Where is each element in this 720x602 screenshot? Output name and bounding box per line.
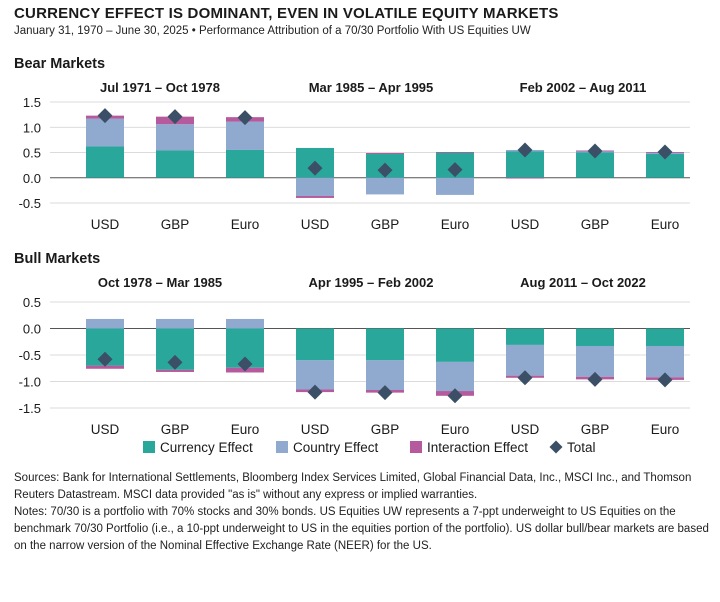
country-effect-bar <box>576 345 614 377</box>
legend-country-swatch <box>276 441 288 453</box>
y-tick-label: 1.5 <box>23 95 41 110</box>
country-effect-bar <box>156 318 194 329</box>
y-tick-label: -0.5 <box>19 196 41 211</box>
y-tick-label: 0.5 <box>23 295 41 310</box>
legend-total-swatch <box>549 440 563 454</box>
interaction-effect-bar <box>506 177 544 179</box>
category-label: GBP <box>581 422 610 437</box>
chart-title: CURRENCY EFFECT IS DOMINANT, EVEN IN VOL… <box>14 5 559 22</box>
category-label: USD <box>511 422 540 437</box>
y-tick-label: 0.5 <box>23 146 41 161</box>
total-marker <box>377 162 393 178</box>
currency-effect-bar <box>646 328 684 346</box>
period-label: Aug 2011 – Oct 2022 <box>520 275 646 290</box>
category-label: GBP <box>161 422 190 437</box>
legend-currency-swatch <box>143 441 155 453</box>
legend-interaction-swatch <box>410 441 422 453</box>
y-tick-label: -1.5 <box>19 401 41 416</box>
currency-effect-bar <box>646 154 684 178</box>
period-label: Mar 1985 – Apr 1995 <box>309 80 434 95</box>
chart-subtitle: January 31, 1970 – June 30, 2025 • Perfo… <box>14 25 531 37</box>
category-label: USD <box>511 217 540 232</box>
country-effect-bar <box>646 345 684 378</box>
total-marker <box>237 356 253 372</box>
interaction-effect-bar <box>86 365 124 369</box>
category-label: USD <box>301 217 330 232</box>
y-tick-label: -1.0 <box>19 375 41 390</box>
currency-effect-bar <box>156 150 194 178</box>
category-label: Euro <box>441 217 470 232</box>
period-label: Apr 1995 – Feb 2002 <box>308 275 433 290</box>
category-label: Euro <box>231 422 260 437</box>
category-label: USD <box>301 422 330 437</box>
category-label: GBP <box>161 217 190 232</box>
sources-note: Sources: Bank for International Settleme… <box>14 472 692 501</box>
y-tick-label: 0.0 <box>23 322 41 337</box>
category-label: USD <box>91 217 120 232</box>
y-tick-label: 0.0 <box>23 171 41 186</box>
country-effect-bar <box>296 177 334 196</box>
category-label: Euro <box>651 422 680 437</box>
currency-effect-bar <box>436 328 474 362</box>
y-tick-label: 1.0 <box>23 120 41 135</box>
category-label: GBP <box>371 422 400 437</box>
attribution-chart: Bear Markets 1.5 1.0 0.5 0.0 -0.5 Jul 1971 – O… <box>14 56 690 455</box>
total-marker <box>307 160 323 176</box>
category-label: Euro <box>231 217 260 232</box>
country-effect-bar <box>86 118 124 147</box>
country-effect-bar <box>436 177 474 195</box>
total-marker <box>517 142 533 158</box>
footnotes: Sources: Bank for International Settleme… <box>14 470 714 555</box>
interaction-effect-bar <box>156 369 194 372</box>
currency-effect-bar <box>86 146 124 178</box>
country-effect-bar <box>366 360 404 390</box>
interaction-effect-bar <box>436 151 474 153</box>
total-marker <box>377 385 393 401</box>
total-marker <box>657 372 673 388</box>
total-marker <box>97 108 113 124</box>
country-effect-bar <box>436 361 474 392</box>
total-marker <box>517 370 533 386</box>
country-effect-bar <box>226 318 264 329</box>
currency-effect-bar <box>366 328 404 361</box>
category-label: Euro <box>441 422 470 437</box>
total-marker <box>447 162 463 178</box>
country-effect-bar <box>86 318 124 329</box>
country-effect-bar <box>156 124 194 151</box>
interaction-effect-bar <box>296 195 334 198</box>
total-marker <box>167 109 183 125</box>
total-marker <box>587 143 603 159</box>
currency-effect-bar <box>506 328 544 345</box>
country-effect-bar <box>226 121 264 150</box>
country-effect-bar <box>366 177 404 195</box>
total-marker <box>97 351 113 367</box>
legend-currency-label: Currency Effect <box>160 440 253 455</box>
total-marker <box>237 110 253 126</box>
panel-title: Bear Markets <box>14 56 105 72</box>
methodology-note: Notes: 70/30 is a portfolio with 70% sto… <box>14 506 709 552</box>
legend-interaction-label: Interaction Effect <box>427 440 528 455</box>
total-marker <box>447 388 463 404</box>
category-label: Euro <box>651 217 680 232</box>
total-marker <box>167 354 183 370</box>
period-label: Feb 2002 – Aug 2011 <box>520 80 647 95</box>
category-label: USD <box>91 422 120 437</box>
currency-effect-bar <box>226 149 264 178</box>
total-marker <box>657 144 673 160</box>
total-marker <box>587 371 603 387</box>
interaction-effect-bar <box>366 153 404 155</box>
period-label: Jul 1971 – Oct 1978 <box>100 80 220 95</box>
total-marker <box>307 384 323 400</box>
y-tick-label: -0.5 <box>19 348 41 363</box>
category-label: GBP <box>581 217 610 232</box>
panel-title: Bull Markets <box>14 251 100 267</box>
legend-country-label: Country Effect <box>293 440 379 455</box>
currency-effect-bar <box>576 328 614 346</box>
legend-total-label: Total <box>567 440 596 455</box>
currency-effect-bar <box>296 328 334 361</box>
period-label: Oct 1978 – Mar 1985 <box>98 275 222 290</box>
country-effect-bar <box>296 360 334 390</box>
category-label: GBP <box>371 217 400 232</box>
